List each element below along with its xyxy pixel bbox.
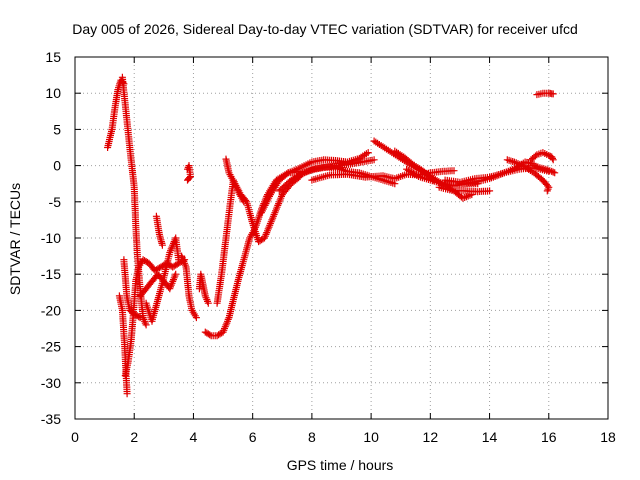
- data-point: [548, 167, 556, 175]
- data-point: [175, 256, 183, 264]
- y-tick-label: -25: [41, 339, 61, 355]
- data-point: [450, 167, 458, 175]
- x-tick-label: 14: [482, 429, 498, 445]
- x-tick-label: 0: [71, 429, 79, 445]
- data-point: [543, 187, 551, 195]
- y-tick-label: 5: [53, 121, 61, 137]
- data-point: [242, 196, 250, 204]
- axis-ticks: [74, 56, 609, 420]
- data-point: [549, 154, 556, 162]
- data-point: [204, 299, 212, 307]
- data-point: [413, 171, 421, 179]
- y-tick-label: -15: [41, 266, 61, 282]
- y-axis-label: SDTVAR / TECUs: [7, 183, 23, 295]
- data-point: [135, 313, 143, 321]
- y-tick-label: -20: [41, 302, 61, 318]
- y-tick-label: -30: [41, 375, 61, 391]
- x-tick-label: 2: [130, 429, 138, 445]
- data-point: [206, 331, 214, 339]
- y-tick-label: 0: [53, 158, 61, 174]
- data-point: [364, 149, 372, 157]
- x-tick-label: 16: [541, 429, 557, 445]
- x-tick-label: 8: [308, 429, 316, 445]
- plot-frame: [74, 56, 609, 420]
- data-point: [549, 90, 557, 98]
- data-point: [192, 314, 200, 322]
- data-point: [136, 314, 144, 322]
- x-tick-labels: 0 2 4 6 8 10 12 14 16 18: [71, 429, 616, 445]
- data-point: [370, 156, 378, 164]
- data-point: [158, 241, 166, 249]
- data-point: [142, 321, 150, 329]
- y-tick-label: 10: [45, 85, 61, 101]
- y-tick-label: -35: [41, 411, 61, 427]
- data-point: [172, 270, 180, 278]
- data-points: [104, 73, 559, 398]
- y-tick-labels: -35 -30 -25 -20 -15 -10 -5 0 5 10 15: [41, 49, 61, 427]
- y-tick-label: -5: [49, 194, 62, 210]
- data-point: [549, 156, 557, 164]
- x-tick-label: 6: [249, 429, 257, 445]
- data-point: [551, 169, 559, 177]
- y-tick-label: 15: [45, 49, 61, 65]
- x-tick-label: 12: [423, 429, 439, 445]
- x-tick-label: 10: [363, 429, 379, 445]
- data-point: [486, 187, 494, 195]
- x-axis-label: GPS time / hours: [287, 457, 394, 473]
- data-point: [544, 185, 552, 193]
- x-tick-label: 4: [190, 429, 198, 445]
- x-tick-label: 18: [600, 429, 616, 445]
- data-point: [184, 176, 191, 184]
- chart-title: Day 005 of 2026, Sidereal Day-to-day VTE…: [72, 21, 578, 37]
- data-point: [123, 390, 131, 398]
- data-point: [549, 168, 557, 176]
- y-tick-label: -10: [41, 230, 61, 246]
- grid-lines: [75, 57, 608, 419]
- data-point: [185, 175, 192, 183]
